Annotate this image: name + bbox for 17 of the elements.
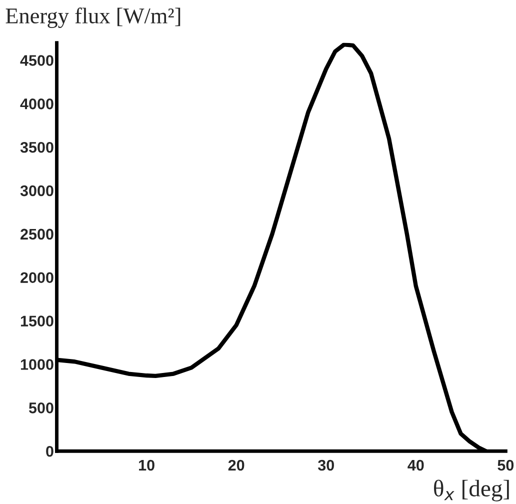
x-tick-label: 50: [498, 460, 514, 471]
x-axis-title: θ$_{x}$ [deg]: [434, 480, 509, 502]
x-tick-label: 20: [228, 460, 244, 471]
y-tick-label: 1500: [20, 316, 54, 326]
x-tick-label: 40: [408, 460, 424, 471]
y-tick-label: 3500: [20, 142, 54, 153]
x-tick-label: 30: [318, 460, 334, 471]
y-tick-label: 500: [28, 402, 54, 414]
x-tick-label: 10: [139, 460, 154, 471]
y-tick-label: 2500: [20, 228, 54, 240]
y-tick-label: 4000: [20, 98, 54, 110]
y-tick-label: 3000: [20, 185, 54, 196]
y-axis-title: Energy flux [W/m²]: [6, 8, 180, 28]
y-tick-label: 2000: [20, 272, 54, 284]
y-tick-label: 0: [46, 446, 54, 457]
y-tick-label: 4500: [20, 55, 54, 66]
y-tick-label: 1000: [20, 359, 54, 370]
